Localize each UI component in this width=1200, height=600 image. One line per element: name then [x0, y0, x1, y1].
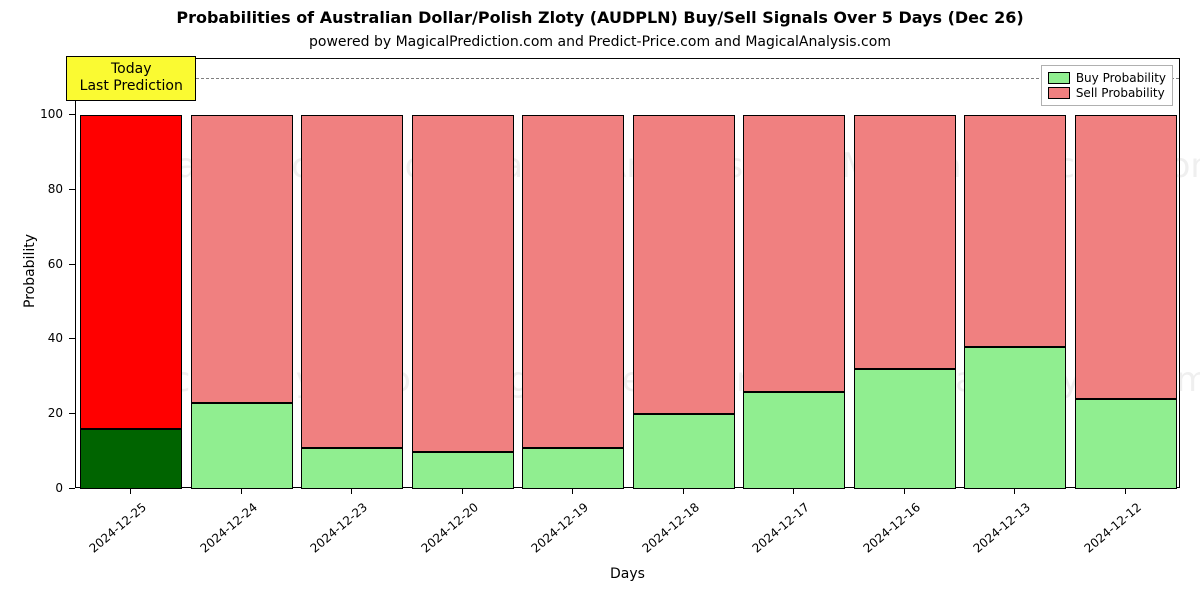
y-tick-label: 60 — [0, 257, 63, 271]
x-tick-label: 2024-12-20 — [403, 500, 481, 569]
bar-buy — [191, 403, 293, 489]
bar-sell — [191, 115, 293, 403]
bar-buy — [301, 448, 403, 489]
bar-buy — [854, 369, 956, 489]
y-tick-mark — [69, 114, 75, 115]
annotation-line: Today — [77, 61, 185, 78]
bar-buy — [80, 429, 182, 489]
y-tick-label: 40 — [0, 331, 63, 345]
legend-item: Sell Probability — [1048, 86, 1166, 100]
x-axis-label: Days — [75, 566, 1180, 582]
y-tick-mark — [69, 413, 75, 414]
bar-sell — [301, 115, 403, 448]
bar-sell — [633, 115, 735, 414]
y-tick-label: 20 — [0, 406, 63, 420]
x-tick-mark — [462, 488, 463, 494]
x-tick-label: 2024-12-23 — [292, 500, 370, 569]
x-tick-mark — [241, 488, 242, 494]
chart-title: Probabilities of Australian Dollar/Polis… — [0, 8, 1200, 27]
x-tick-mark — [130, 488, 131, 494]
bar-buy — [964, 347, 1066, 489]
x-tick-mark — [1125, 488, 1126, 494]
bar-sell — [854, 115, 956, 369]
y-tick-label: 100 — [0, 107, 63, 121]
legend-swatch — [1048, 72, 1070, 84]
bar-buy — [1075, 399, 1177, 489]
bar-buy — [522, 448, 624, 489]
x-tick-mark — [793, 488, 794, 494]
bar-buy — [743, 392, 845, 489]
bar-sell — [80, 115, 182, 429]
legend-item: Buy Probability — [1048, 71, 1166, 85]
x-tick-label: 2024-12-16 — [845, 500, 923, 569]
chart-subtitle: powered by MagicalPrediction.com and Pre… — [0, 34, 1200, 50]
bar-sell — [1075, 115, 1177, 399]
plot-area: MagicalPrediction.comMagicalAnalysis.com… — [75, 58, 1180, 488]
y-tick-mark — [69, 338, 75, 339]
x-tick-label: 2024-12-17 — [734, 500, 812, 569]
x-tick-label: 2024-12-25 — [71, 500, 149, 569]
reference-hline — [76, 78, 1179, 79]
x-tick-mark — [1014, 488, 1015, 494]
bar-sell — [964, 115, 1066, 347]
bar-buy — [633, 414, 735, 489]
bar-sell — [522, 115, 624, 448]
bar-sell — [412, 115, 514, 452]
y-tick-mark — [69, 488, 75, 489]
legend-swatch — [1048, 87, 1070, 99]
x-tick-label: 2024-12-13 — [955, 500, 1033, 569]
y-tick-label: 80 — [0, 182, 63, 196]
x-tick-label: 2024-12-19 — [513, 500, 591, 569]
y-tick-mark — [69, 189, 75, 190]
x-tick-mark — [572, 488, 573, 494]
x-tick-label: 2024-12-18 — [624, 500, 702, 569]
annotation-line: Last Prediction — [77, 78, 185, 95]
bar-sell — [743, 115, 845, 392]
today-annotation: TodayLast Prediction — [66, 56, 196, 102]
y-axis-label: Probability — [22, 234, 38, 308]
bar-buy — [412, 452, 514, 489]
legend-label: Sell Probability — [1076, 86, 1165, 100]
y-tick-label: 0 — [0, 481, 63, 495]
x-tick-mark — [683, 488, 684, 494]
figure: Probabilities of Australian Dollar/Polis… — [0, 0, 1200, 600]
x-tick-label: 2024-12-24 — [182, 500, 260, 569]
x-tick-mark — [351, 488, 352, 494]
legend: Buy ProbabilitySell Probability — [1041, 65, 1173, 106]
x-tick-mark — [904, 488, 905, 494]
legend-label: Buy Probability — [1076, 71, 1166, 85]
x-tick-label: 2024-12-12 — [1066, 500, 1144, 569]
y-tick-mark — [69, 264, 75, 265]
